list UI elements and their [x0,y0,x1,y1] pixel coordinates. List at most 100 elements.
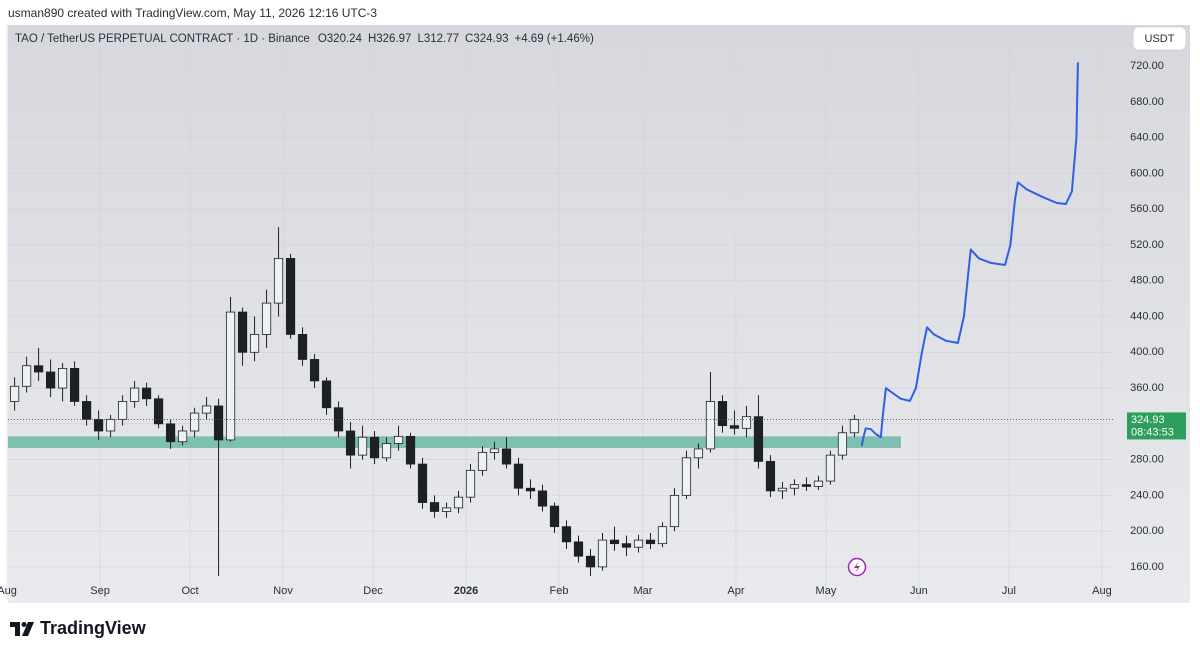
x-tick-label: Jul [1002,585,1016,597]
candle-body [309,359,320,382]
candle-body [549,505,560,528]
candle-body [441,507,452,512]
candle-body [273,257,284,304]
candle-body [261,302,272,335]
y-tick-label: 720.00 [1130,60,1164,72]
x-tick-label: Mar [634,585,653,597]
candle-body [417,463,428,503]
candle-body [837,432,848,456]
candle-body [45,371,56,389]
legend-symbol: TAO / TetherUS PERPETUAL CONTRACT · 1D ·… [15,33,310,45]
credit: usman890 created with TradingView.com, M… [8,6,377,20]
candle-body [9,385,20,402]
legend-close: C324.93 [465,33,508,45]
y-tick-label: 280.00 [1130,454,1164,466]
candle-body [465,469,476,498]
candle-body [681,457,692,496]
x-tick-label: May [816,585,837,597]
candle-body [453,496,464,509]
x-tick-label: Apr [727,585,744,597]
brand-logo [10,622,34,636]
y-tick-label: 440.00 [1130,310,1164,322]
candle-body [849,419,860,434]
y-tick-label: 400.00 [1130,346,1164,358]
candle-body [297,334,308,360]
candle-body [489,448,500,453]
candle-body [525,487,536,492]
candle-body [141,387,152,400]
candle-body [321,380,332,409]
legend-open: O320.24 [318,33,363,45]
candle-body [825,454,836,482]
legend: TAO / TetherUS PERPETUAL CONTRACT · 1D ·… [15,33,594,45]
candle-body [249,334,260,353]
y-tick-label: 600.00 [1130,167,1164,179]
y-tick-label: 560.00 [1130,203,1164,215]
candle-body [537,490,548,507]
candle-body [165,423,176,443]
last-price-label: 324.93 [1131,414,1165,426]
candle-body [717,401,728,427]
y-tick-label: 200.00 [1130,525,1164,537]
candle-body [705,401,716,450]
candle-body [81,401,92,420]
y-tick-label: 680.00 [1130,96,1164,108]
candle-body [189,412,200,432]
support-zone [8,436,901,448]
projection-line [860,62,1079,447]
candle-body [345,430,356,456]
candle-body [609,539,620,545]
candle-body [105,418,116,432]
candle-body [513,463,524,489]
candle-body [573,541,584,557]
candle-body [645,539,656,545]
candle-body [789,484,800,489]
y-tick-label: 480.00 [1130,275,1164,287]
x-tick-label: Aug [0,585,17,597]
candle-body [153,398,164,425]
x-tick-label: Dec [363,585,383,597]
candle-body [93,418,104,432]
candle-body [501,448,512,465]
candle-body [33,365,44,373]
candle-body [177,430,188,443]
candle-body [765,460,776,492]
candle-body [669,494,680,528]
alert-icon [847,557,867,577]
countdown-label: 08:43:53 [1131,426,1174,438]
candle-body [213,405,224,441]
candle-body [237,311,248,353]
candle-body [129,387,140,402]
y-tick-label: 640.00 [1130,132,1164,144]
candle-body [69,367,80,402]
candle-body [741,416,752,429]
candle-body [729,425,740,429]
candle-body [381,443,392,459]
y-tick-label: 160.00 [1130,561,1164,573]
legend-change: +4.69 (+1.46%) [515,33,594,45]
x-tick-label: 2026 [454,585,478,597]
candle-body [777,487,788,492]
candle-body [429,502,440,512]
candle-body [477,452,488,471]
candle-body [657,526,668,545]
candle-body [597,539,608,568]
currency-button[interactable] [1132,26,1187,51]
x-tick-label: Feb [550,585,569,597]
last-price-box [1127,412,1186,440]
candle-body [357,436,368,456]
candle-body [693,448,704,459]
candle-body [117,401,128,420]
candle-body [21,365,32,387]
legend-high: H326.97 [368,33,411,45]
legend-low: L312.77 [417,33,459,45]
candle-body [369,436,380,459]
x-tick-label: Aug [1092,585,1112,597]
grid [6,25,1113,600]
candle-body [621,543,632,548]
currency-label: USDT [1145,33,1175,45]
chart-panel [8,25,1190,603]
candle-body [201,405,212,414]
candle-body [561,526,572,543]
candle-body [393,435,404,444]
